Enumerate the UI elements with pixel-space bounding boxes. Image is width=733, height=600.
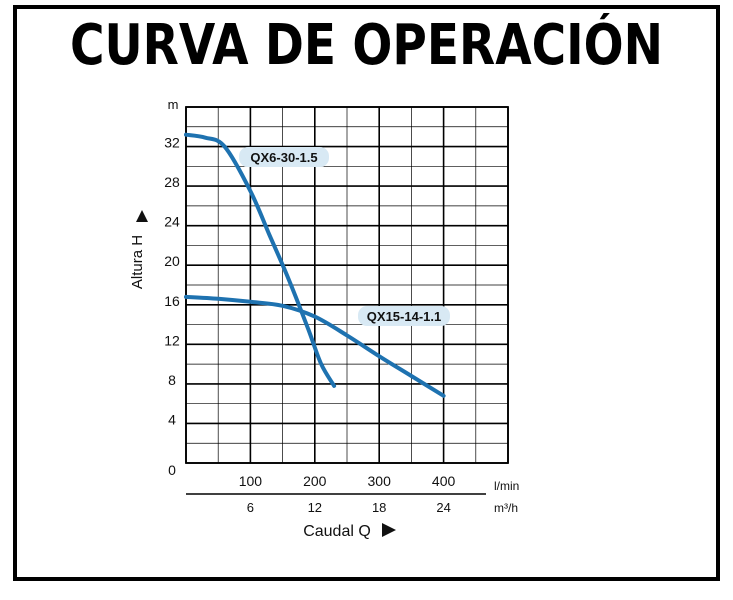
chart-curves [184,132,446,398]
curve-qx6-30-1-5 [184,132,337,388]
curve-qx15-14-1-1 [184,294,446,398]
y-tick-label: 24 [164,214,180,230]
chart-labels: QX6-30-1.5 QX15-14-1.1 [239,147,450,326]
series-label-box [358,306,450,326]
page-title: CURVA DE OPERACIÓN [69,13,664,78]
series-label-box [239,147,329,167]
x-axis-title: Caudal Q [303,523,371,540]
series-label: QX6-30-1.5 [250,150,317,165]
x-unit-m3h: m³/h [494,501,518,515]
x-tick-label-m3h: 12 [308,500,322,515]
x-tick-label-lmin: 300 [368,473,392,489]
x-tick-label-lmin: 100 [239,473,263,489]
y-tick-label: 20 [164,253,180,269]
series-label: QX15-14-1.1 [367,309,441,324]
x-tick-label-lmin: 400 [432,473,456,489]
x-axis-arrow [382,523,396,537]
x-unit-lmin: l/min [494,479,519,493]
chart-frame [13,5,720,581]
x-tick-label-lmin: 200 [303,473,327,489]
y-tick-label: 28 [164,174,180,190]
y-tick-label: 12 [164,332,180,348]
x-tick-label-m3h: 6 [247,500,254,515]
y-axis-arrow [136,210,148,222]
x-tick-label-m3h: 18 [372,500,386,515]
x-tick-label-m3h: 24 [436,500,450,515]
plot-border [185,106,509,464]
y-axis-title: Altura H [129,235,146,289]
chart-axes: m 0 4 8 12 16 20 24 28 32 Altura H 100 200 300 400 l/mi… [129,97,519,540]
y-tick-label: 4 [168,411,176,427]
y-tick-label: 8 [168,372,176,388]
y-tick-label: 16 [164,293,180,309]
y-unit-label: m [168,97,179,112]
y-tick-label: 0 [168,462,176,478]
y-tick-label: 32 [164,135,180,151]
